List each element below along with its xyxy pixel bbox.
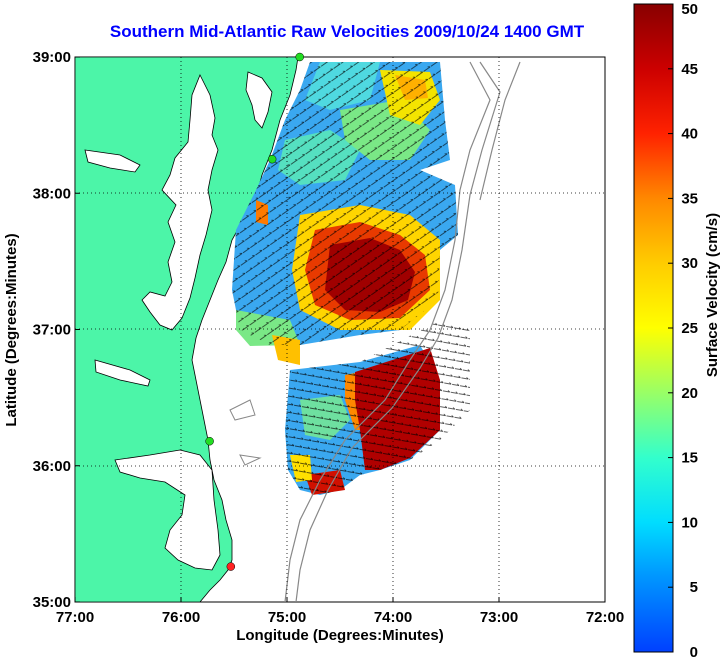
y-tick-label: 38:00 <box>33 185 71 202</box>
station-markers <box>205 52 304 571</box>
y-tick-label: 37:00 <box>33 322 71 339</box>
colorbar <box>633 3 674 653</box>
x-axis-label: Longitude (Degrees:Minutes) <box>236 627 444 644</box>
x-tick-label: 76:00 <box>162 609 200 626</box>
colorbar-tick-label: 5 <box>690 579 698 596</box>
y-tick-label: 36:00 <box>33 458 71 475</box>
colorbar-tick-label: 15 <box>681 450 698 467</box>
colorbar-tick-label: 30 <box>681 255 698 272</box>
colorbar-tick-label: 0 <box>690 644 698 659</box>
grid-lines <box>75 57 605 602</box>
x-tick-label: 72:00 <box>586 609 624 626</box>
x-tick-label: 74:00 <box>374 609 412 626</box>
green-station-marker <box>295 52 304 62</box>
x-tick-label: 73:00 <box>480 609 518 626</box>
colorbar-tick-label: 35 <box>681 190 698 207</box>
map-title: Southern Mid-Atlantic Raw Velocities 200… <box>109 22 585 41</box>
colorbar-tick-label: 25 <box>681 320 698 337</box>
red-station-marker <box>226 562 236 571</box>
colorbar-label: Surface Velocity (cm/s) <box>704 213 721 377</box>
x-tick-label: 77:00 <box>56 609 94 626</box>
colorbar-tick-label: 10 <box>681 514 698 531</box>
y-axis-label: Latitude (Degrees:Minutes) <box>3 233 20 426</box>
colorbar-tick-label: 20 <box>681 385 698 402</box>
y-tick-label: 35:00 <box>33 594 71 611</box>
colorbar-tick-label: 50 <box>681 1 698 18</box>
chesapeake-bay <box>141 74 219 331</box>
x-tick-label: 75:00 <box>268 609 306 626</box>
pamlico-sound <box>114 449 221 571</box>
green-station-marker <box>205 436 214 446</box>
colorbar-tick-label: 40 <box>681 126 698 143</box>
green-station-marker <box>267 154 277 164</box>
y-tick-label: 39:00 <box>33 49 71 66</box>
delaware-bay <box>245 71 273 129</box>
colorbar-tick-label: 45 <box>681 61 698 78</box>
